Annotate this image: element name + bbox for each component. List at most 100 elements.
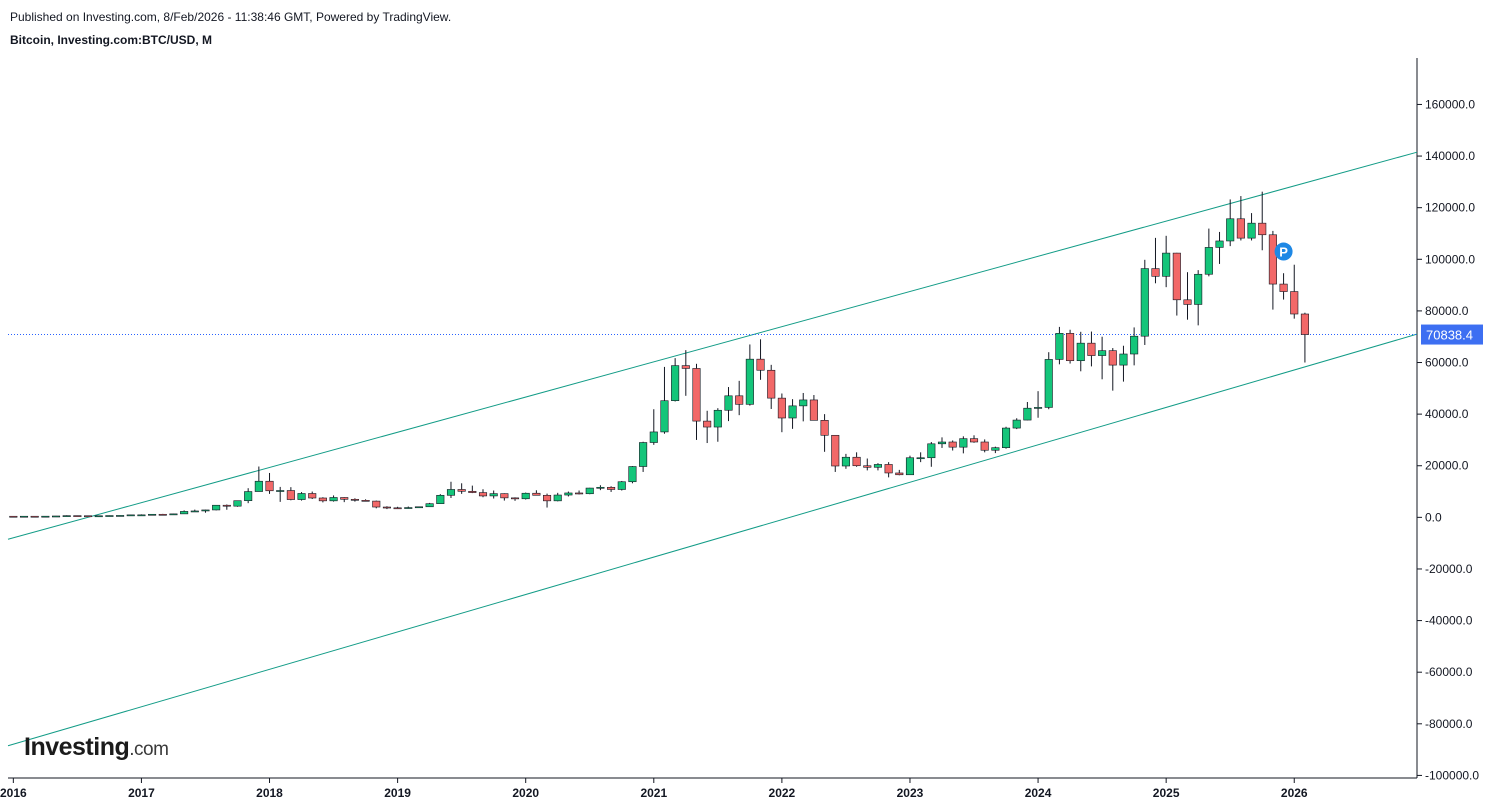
- y-tick-label: 140000.0: [1425, 149, 1475, 163]
- y-tick-label: -80000.0: [1425, 717, 1473, 731]
- candle-body: [777, 397, 786, 419]
- candle-body: [158, 513, 167, 516]
- candle-body: [1151, 268, 1160, 277]
- candle-body: [265, 480, 274, 492]
- candle-body: [745, 358, 754, 405]
- candle-body: [916, 457, 925, 460]
- candle-body: [84, 515, 93, 518]
- candle-body: [126, 514, 135, 517]
- x-tick-label: 2025: [1153, 786, 1180, 800]
- x-tick-label: 2022: [769, 786, 796, 800]
- candle-body: [30, 515, 39, 518]
- candle-body: [681, 365, 690, 369]
- candle-body: [1140, 268, 1149, 337]
- candle-body: [692, 368, 701, 422]
- candle-body: [9, 515, 18, 518]
- candle-body: [585, 487, 594, 495]
- candle-body: [425, 503, 434, 508]
- candle-body: [244, 491, 253, 502]
- candle-body: [393, 507, 402, 510]
- candle-body: [1130, 335, 1139, 355]
- candle-body: [254, 480, 263, 492]
- candle-body: [521, 492, 530, 500]
- y-tick-label: 100000.0: [1425, 252, 1475, 266]
- candle-body: [1002, 427, 1011, 448]
- candle-body: [1226, 218, 1235, 242]
- candle-body: [1268, 234, 1277, 285]
- candle-body: [116, 515, 125, 517]
- y-tick-label: -100000.0: [1425, 768, 1479, 782]
- candle-body: [148, 513, 157, 516]
- candle-body: [1076, 342, 1085, 362]
- x-tick-label: 2017: [128, 786, 155, 800]
- candle-body: [660, 400, 669, 433]
- candle-body: [169, 513, 178, 516]
- y-tick-label: 80000.0: [1425, 304, 1469, 318]
- candle-body: [137, 514, 146, 517]
- logo-suffix: .com: [129, 739, 169, 760]
- candle-body: [852, 456, 861, 467]
- candle-body: [350, 498, 359, 501]
- candle-body: [553, 494, 562, 502]
- candle-body: [543, 494, 552, 502]
- candle-body: [329, 497, 338, 502]
- y-tick-label: 20000.0: [1425, 459, 1469, 473]
- candle-body: [180, 511, 189, 515]
- candle-body: [308, 493, 317, 499]
- candle-body: [94, 515, 103, 518]
- candle-body: [532, 492, 541, 496]
- candle-body: [105, 515, 114, 517]
- candle-body: [1055, 333, 1064, 360]
- candle-body: [607, 486, 616, 490]
- candle-body: [1119, 353, 1128, 366]
- candle-body: [1066, 333, 1075, 362]
- x-tick-label: 2016: [0, 786, 27, 800]
- candle-body: [756, 358, 765, 371]
- candle-body: [809, 399, 818, 421]
- candle-body: [671, 365, 680, 402]
- x-tick-label: 2018: [256, 786, 283, 800]
- candle-body: [767, 369, 776, 399]
- candle-body: [510, 497, 520, 500]
- candle-body: [1023, 407, 1032, 421]
- candle-body: [617, 481, 626, 490]
- candle-body: [297, 493, 306, 500]
- candle-body: [820, 420, 829, 436]
- candle-body: [489, 493, 498, 497]
- candle-body: [937, 441, 947, 445]
- candle-body: [927, 443, 936, 459]
- candle-body: [1300, 313, 1309, 335]
- candle-body: [980, 441, 989, 451]
- y-tick-label: 0.0: [1425, 510, 1442, 524]
- y-tick-label: -60000.0: [1425, 665, 1473, 679]
- candle-body: [446, 489, 456, 496]
- candle-body: [382, 506, 391, 509]
- candle-body: [1087, 342, 1096, 356]
- candle-body: [1044, 359, 1053, 408]
- investing-logo: Investing.com: [24, 733, 169, 762]
- candle-body: [318, 497, 327, 502]
- candle-body: [969, 438, 979, 443]
- candle-body: [841, 456, 850, 467]
- marker-circle: [1274, 242, 1293, 261]
- x-tick-label: 2023: [897, 786, 924, 800]
- candle-body: [1012, 419, 1021, 429]
- candle-body: [1279, 283, 1288, 292]
- candle-body: [1236, 218, 1245, 239]
- candle-body: [1162, 252, 1171, 277]
- x-tick-label: 2026: [1281, 786, 1308, 800]
- candle-body: [19, 515, 29, 518]
- candle-body: [639, 442, 648, 467]
- candle-body: [895, 472, 904, 476]
- candle-body: [649, 431, 658, 443]
- candle-body: [831, 434, 840, 467]
- candle-body: [201, 509, 210, 512]
- candle-body: [713, 409, 722, 428]
- candle-body: [905, 457, 915, 476]
- channel-line-upper: [7, 151, 1418, 540]
- candle-body: [1247, 222, 1256, 239]
- candle-body: [51, 515, 61, 518]
- y-tick-label: 40000.0: [1425, 407, 1469, 421]
- candle-body: [436, 494, 445, 504]
